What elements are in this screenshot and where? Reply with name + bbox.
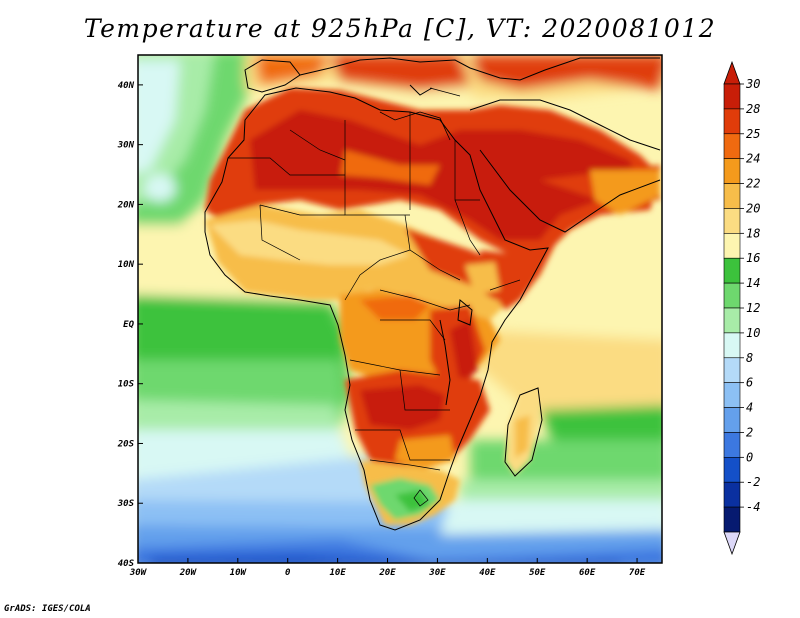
colorbar-swatch: [723, 133, 741, 159]
colorbar-label: -2: [746, 475, 760, 489]
colorbar-label: 22: [746, 177, 760, 191]
colorbar-swatch: [723, 208, 741, 234]
colorbar-label: 28: [746, 102, 760, 116]
x-tick-label: 10W: [230, 568, 248, 578]
colorbar-label: 4: [746, 401, 753, 415]
y-tick-label: 10S: [118, 380, 135, 390]
colorbar-swatch: [723, 407, 741, 433]
colorbar-label: 10: [746, 326, 760, 340]
colorbar-label: 25: [746, 127, 760, 141]
colorbar-swatch: [723, 382, 741, 408]
colorbar-label: 14: [746, 276, 760, 290]
colorbar-swatch: [723, 457, 741, 483]
colorbar-swatch: [723, 432, 741, 458]
colorbar-label: 24: [746, 152, 760, 166]
colorbar-swatch: [723, 257, 741, 284]
colorbar-label: -4: [746, 500, 760, 514]
map-title: Temperature at 925hPa [C], VT: 202008101…: [83, 14, 717, 43]
colorbar-swatch: [723, 506, 741, 533]
y-tick-label: 20N: [117, 200, 135, 210]
x-tick-label: 0: [285, 568, 291, 578]
y-tick-label: 30N: [117, 141, 135, 151]
colorbar-swatch: [723, 233, 741, 259]
y-axis-ticks: 40N 30N 20N 10N EQ 10S 20S 30S 40S: [117, 81, 143, 569]
x-tick-label: 60E: [579, 568, 596, 578]
colorbar-swatch: [723, 282, 741, 309]
colorbar-swatch: [723, 83, 741, 110]
x-tick-label: 40E: [479, 568, 496, 578]
colorbar-label: 12: [746, 301, 760, 315]
colorbar-swatch: [723, 332, 741, 359]
colorbar-label: 30: [745, 77, 760, 91]
temperature-field: [138, 55, 662, 563]
x-axis-ticks: 30W 20W 10W 0 10E 20E 30E 40E 50E 60E 70E: [129, 558, 646, 578]
x-tick-label: 30E: [428, 568, 446, 578]
x-tick-label: 70E: [629, 568, 646, 578]
x-tick-label: 10E: [329, 568, 346, 578]
y-tick-label: 40S: [118, 559, 135, 569]
colorbar-label: 0: [746, 450, 753, 464]
y-tick-label: 40N: [118, 81, 135, 91]
y-tick-label: 10N: [118, 260, 135, 270]
x-tick-label: 20E: [378, 568, 396, 578]
colorbar-label: 18: [746, 226, 760, 240]
colorbar-bottom-arrow: [723, 531, 741, 556]
y-tick-label: 30S: [117, 499, 135, 509]
colorbar-label: 20: [746, 201, 760, 215]
country-borders: [228, 112, 521, 507]
colorbar-top-arrow: [723, 60, 741, 85]
colorbar-swatch: [723, 481, 741, 508]
colorbar-swatch: [723, 307, 741, 334]
y-tick-label: 20S: [117, 439, 135, 449]
coastlines: [204, 57, 661, 531]
colorbar-label: 16: [746, 251, 760, 265]
y-tick-label: EQ: [123, 320, 134, 330]
colorbar-swatch: [723, 158, 741, 184]
x-tick-label: 20W: [179, 568, 198, 578]
x-tick-label: 50E: [529, 568, 546, 578]
colorbar-swatch: [723, 183, 741, 209]
credit-text: GrADS: IGES/COLA: [4, 604, 91, 614]
colorbar-swatch: [723, 108, 741, 135]
colorbar-label: 8: [746, 351, 753, 365]
colorbar-swatch: [723, 357, 741, 383]
colorbar-label: 2: [746, 425, 753, 439]
x-tick-label: 30W: [129, 568, 148, 578]
map-frame: [137, 54, 663, 564]
colorbar-label: 6: [746, 376, 753, 390]
